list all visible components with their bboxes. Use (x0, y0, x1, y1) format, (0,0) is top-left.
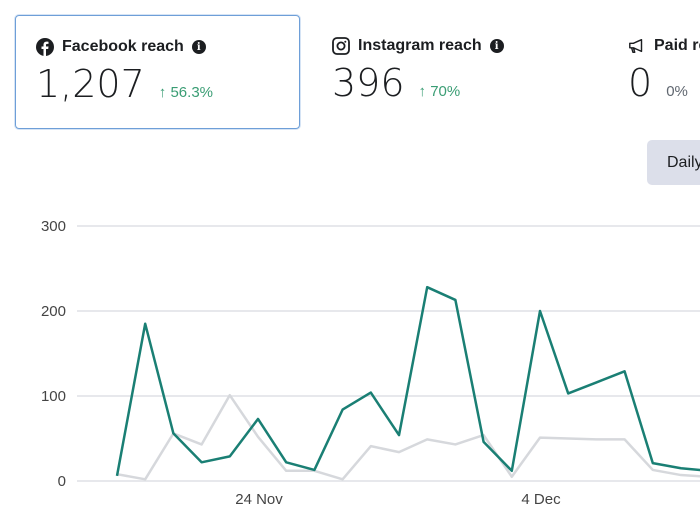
paid-reach-card[interactable]: Paid reach 0 0% (608, 15, 700, 129)
facebook-icon (36, 38, 54, 56)
series-line-0 (115, 285, 700, 477)
info-icon[interactable]: i (489, 39, 504, 53)
megaphone-icon (628, 37, 646, 55)
instagram-icon (332, 37, 350, 55)
x-tick-label: 4 Dec (521, 491, 561, 508)
y-tick-label: 100 (41, 388, 66, 405)
card-title: Instagram reach (358, 37, 482, 54)
card-value: 0 (628, 61, 653, 105)
card-change: ↑ 70% (418, 83, 461, 100)
y-tick-label: 300 (41, 218, 66, 235)
y-tick-label: 200 (41, 303, 66, 320)
card-title: Paid reach (654, 37, 700, 54)
card-value: 396 (332, 61, 405, 105)
series-line-1 (116, 393, 700, 481)
instagram-reach-card[interactable]: Instagram reach i 396 ↑ 70% (312, 15, 602, 129)
y-tick-label: 0 (58, 473, 66, 490)
info-icon[interactable]: i (191, 40, 206, 54)
card-change: 0% (666, 83, 688, 100)
daily-period-button[interactable]: Daily (647, 140, 700, 185)
card-title: Facebook reach (62, 38, 184, 55)
card-value: 1,207 (36, 62, 145, 106)
facebook-reach-card[interactable]: Facebook reach i 1,207 ↑ 56.3% (15, 15, 300, 129)
card-change: ↑ 56.3% (158, 84, 213, 101)
x-tick-label: 24 Nov (235, 491, 283, 508)
